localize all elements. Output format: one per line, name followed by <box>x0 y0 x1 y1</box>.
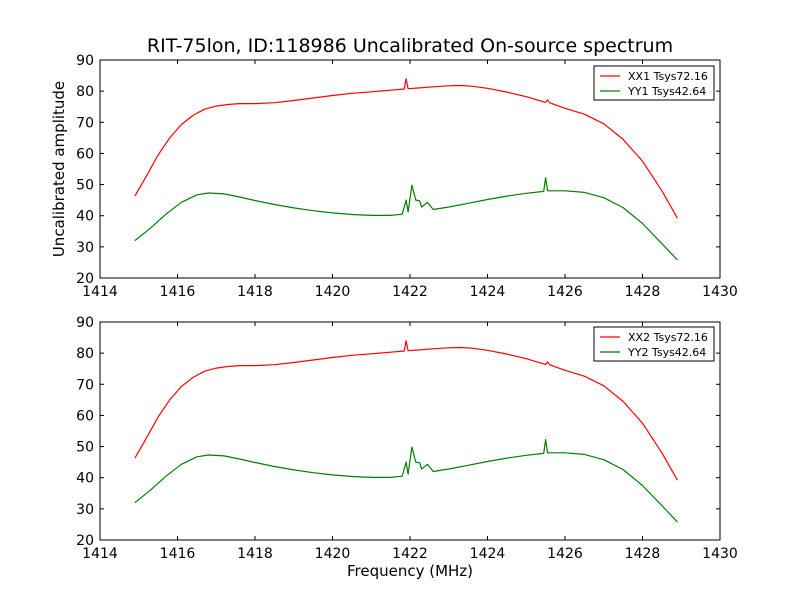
y-tick-label: 40 <box>76 471 94 487</box>
x-tick-label: 1420 <box>315 546 351 562</box>
y-tick-label: 50 <box>76 178 94 194</box>
x-tick-label: 1426 <box>547 546 583 562</box>
legend-label: XX2 Tsys72.16 <box>628 331 708 344</box>
top-panel: 1414 1416 1418 1420 1422 1424 1426 1428 1430 20 30… <box>50 53 738 300</box>
legend-label: YY2 Tsys42.64 <box>627 346 706 359</box>
x-tick-label: 1422 <box>392 284 428 300</box>
y-tick-label: 80 <box>76 84 94 100</box>
x-tick-label: 1414 <box>82 284 118 300</box>
series-line-xx2 <box>134 340 678 481</box>
series-line-yy1 <box>134 177 678 261</box>
y-axis-label: Uncalibrated amplitude <box>50 81 68 257</box>
x-tick-label: 1430 <box>702 284 738 300</box>
y-tick-label: 20 <box>76 271 94 287</box>
x-tick-label: 1428 <box>625 546 661 562</box>
x-tick-label: 1416 <box>160 284 196 300</box>
legend-box <box>593 65 715 101</box>
legend-label: YY1 Tsys42.64 <box>627 85 706 98</box>
figure-title: RIT-75lon, ID:118986 Uncalibrated On-sou… <box>147 35 673 57</box>
x-tick-label: 1426 <box>547 284 583 300</box>
x-tick-label: 1430 <box>702 546 738 562</box>
x-tick-label: 1420 <box>315 284 351 300</box>
y-tick-label: 50 <box>76 440 94 456</box>
x-tick-label: 1418 <box>237 284 273 300</box>
y-tick-label: 60 <box>76 408 94 424</box>
y-tick-label: 90 <box>76 315 94 331</box>
series-line-yy2 <box>134 439 678 523</box>
x-tick-label: 1414 <box>82 546 118 562</box>
y-tick-label: 60 <box>76 146 94 162</box>
legend-label: XX1 Tsys72.16 <box>628 70 708 83</box>
y-tick-label: 30 <box>76 240 94 256</box>
x-tick-label: 1428 <box>625 284 661 300</box>
y-tick-label: 70 <box>76 377 94 393</box>
series-line-xx1 <box>134 78 678 219</box>
x-tick-label: 1424 <box>470 284 506 300</box>
bottom-panel: 1414 1416 1418 1420 1422 1424 1426 1428 1430 20 30… <box>76 315 738 580</box>
y-tick-label: 30 <box>76 502 94 518</box>
x-axis-label: Frequency (MHz) <box>347 562 473 580</box>
y-tick-label: 20 <box>76 533 94 549</box>
x-tick-label: 1424 <box>470 546 506 562</box>
y-tick-label: 70 <box>76 115 94 131</box>
x-tick-label: 1418 <box>237 546 273 562</box>
x-tick-label: 1422 <box>392 546 428 562</box>
x-tick-label: 1416 <box>160 546 196 562</box>
y-tick-label: 40 <box>76 209 94 225</box>
y-tick-label: 90 <box>76 53 94 69</box>
y-tick-label: 80 <box>76 346 94 362</box>
legend-box <box>593 326 715 362</box>
